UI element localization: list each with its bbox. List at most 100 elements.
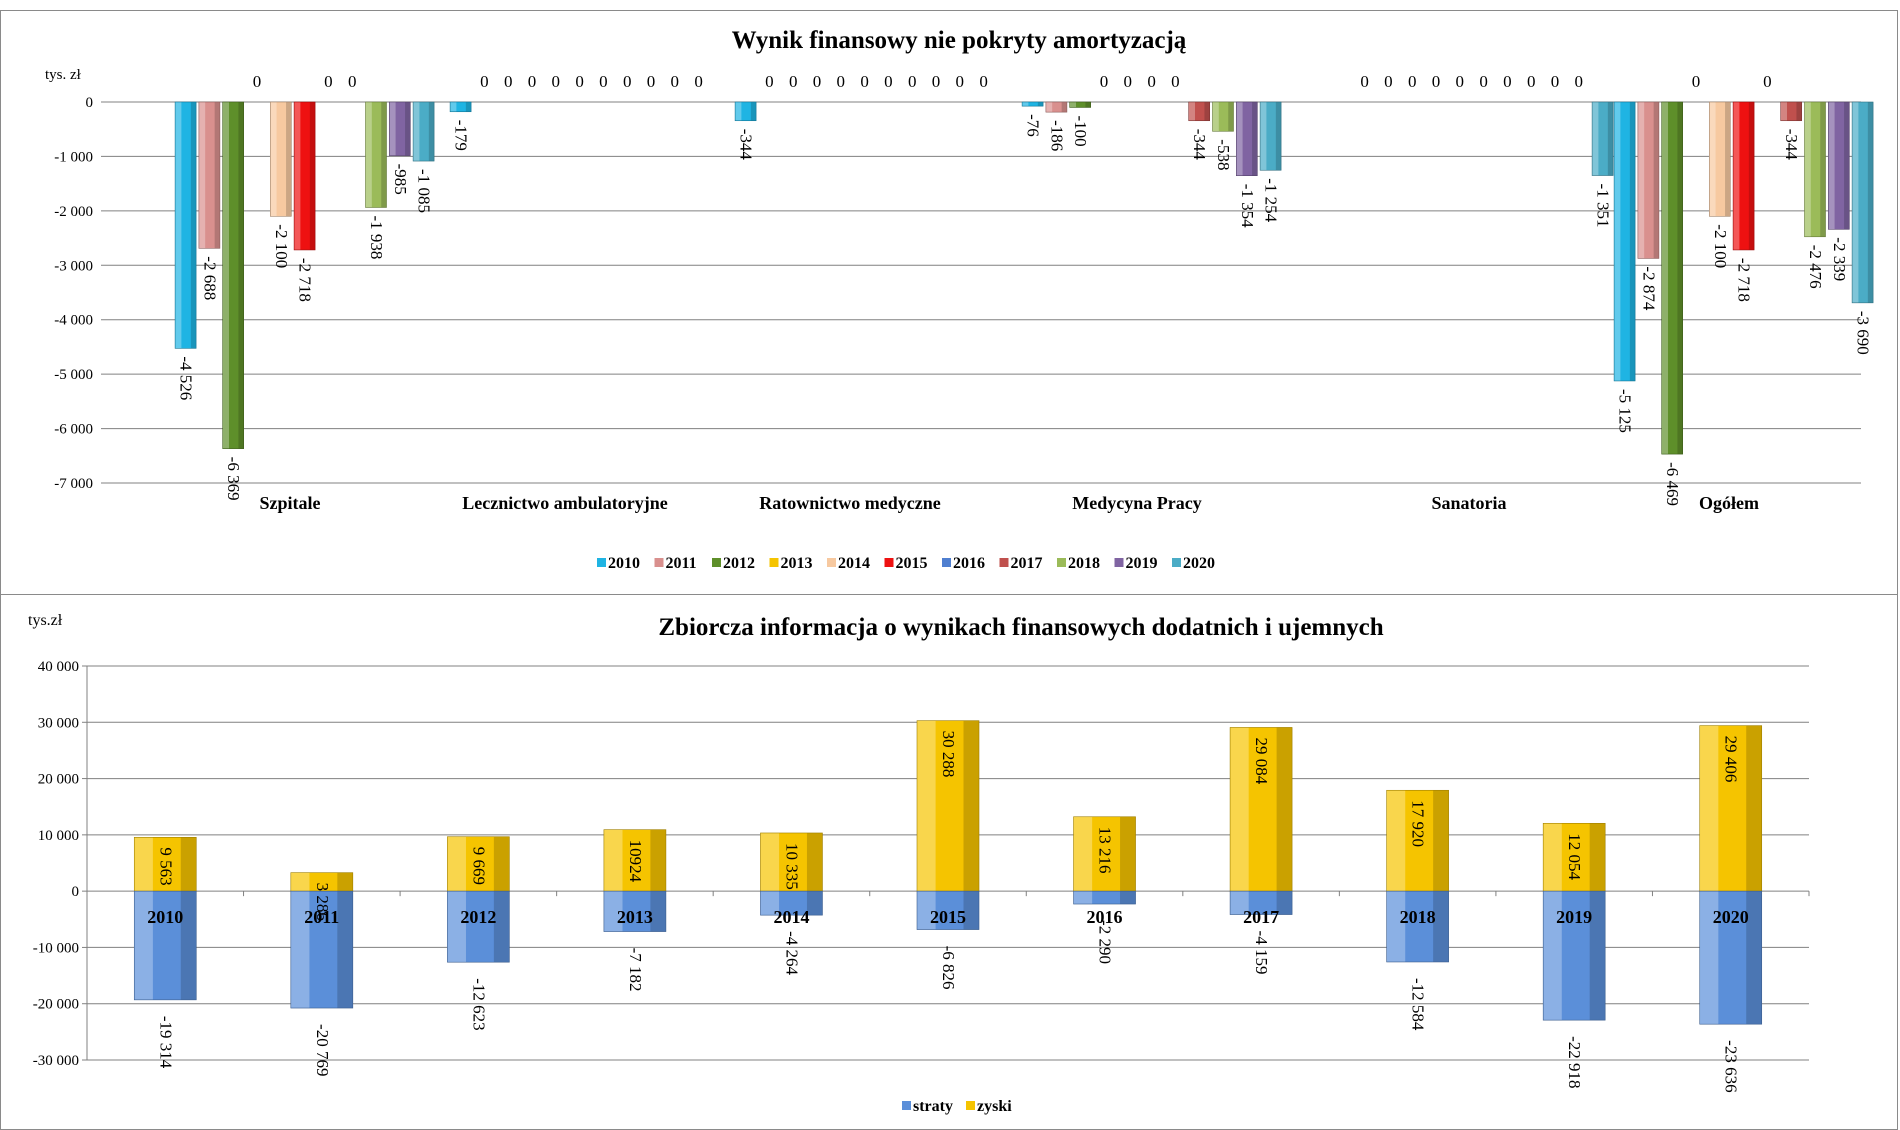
data-label: 0	[789, 72, 798, 91]
legend-label: 2011	[666, 555, 697, 572]
y-tick-label: -10 000	[33, 940, 79, 956]
bar-highlight	[290, 872, 310, 892]
bar-2010	[734, 101, 757, 122]
data-label-straty: -4 264	[782, 931, 801, 975]
y-axis-label: tys.zł	[28, 612, 63, 629]
bar-highlight	[1212, 102, 1219, 132]
bar-shadow	[286, 102, 292, 217]
y-tick-label: -4 000	[54, 313, 93, 329]
bar-outline	[1780, 101, 1802, 122]
bar-outline	[290, 890, 354, 1009]
bar-outline	[603, 890, 667, 932]
bar-outline	[222, 101, 244, 449]
bar-straty	[1699, 890, 1763, 1025]
bar-outline	[293, 101, 316, 251]
data-label: 0	[1456, 72, 1465, 91]
data-label-zyski: 10924	[626, 840, 645, 883]
legend-label: 2013	[781, 555, 813, 572]
data-label: 0	[837, 72, 846, 91]
bar-highlight	[365, 102, 372, 208]
bar-shadow	[1653, 102, 1659, 259]
bar-2014	[269, 101, 292, 217]
bar-outline	[1591, 101, 1614, 176]
bar-2012	[222, 101, 244, 449]
legend-swatch	[712, 558, 721, 567]
bar-highlight	[1543, 823, 1562, 892]
legend-swatch	[597, 558, 606, 567]
legend-swatch	[902, 1101, 911, 1110]
data-label: 0	[1527, 72, 1536, 91]
bar-2014	[1709, 101, 1731, 217]
bar-highlight	[1828, 102, 1835, 230]
data-label: 0	[694, 72, 703, 91]
y-tick-label: -6 000	[54, 422, 93, 438]
bars	[133, 720, 1763, 1025]
bar-shadow	[381, 102, 387, 208]
y-tick-label: 30 000	[38, 715, 79, 731]
category-label: 2013	[617, 907, 653, 927]
bar-highlight	[1386, 790, 1406, 892]
data-label: -344	[737, 129, 756, 161]
bar-outline	[1613, 101, 1636, 382]
bar-zyski	[1699, 725, 1763, 892]
data-label: -3 690	[1854, 311, 1873, 355]
bar-shadow	[1433, 891, 1449, 962]
data-label: -1 085	[415, 169, 434, 213]
legend-label: 2019	[1126, 555, 1158, 572]
bar-2012	[1069, 101, 1091, 108]
bar-outline	[133, 890, 197, 1001]
y-tick-label: -20 000	[33, 997, 79, 1013]
bar-shadow	[750, 102, 757, 121]
bar-highlight	[760, 832, 780, 892]
bar-outline	[1637, 101, 1660, 259]
bar-shadow	[1677, 102, 1683, 455]
legend-swatch	[999, 558, 1009, 567]
bar-highlight	[1699, 725, 1719, 892]
bar-highlight	[1709, 102, 1716, 217]
category-label: 2011	[304, 907, 339, 927]
bar-shadow	[1037, 102, 1044, 107]
category-labels: Szpitale Lecznictwo ambulatoryjne Ratownic…	[260, 493, 1760, 513]
data-label: -1 354	[1238, 184, 1257, 228]
bar-highlight	[389, 102, 396, 156]
bar-2012	[1661, 101, 1683, 455]
legend-label: 2010	[608, 555, 640, 572]
data-label: 0	[1692, 72, 1701, 91]
y-tick-label: 0	[86, 95, 94, 111]
data-label: -100	[1071, 115, 1090, 146]
bar-shadow	[493, 836, 510, 892]
bar-outline	[1073, 890, 1136, 905]
data-label: 0	[1100, 72, 1109, 91]
y-tick-label: 0	[72, 884, 80, 900]
bar-highlight	[290, 891, 310, 1009]
bar-straty	[447, 890, 510, 963]
bar-body	[1045, 102, 1067, 113]
legend-swatch	[1114, 558, 1124, 567]
category-label: Sanatoria	[1431, 493, 1506, 513]
bar-shadow	[1589, 823, 1606, 892]
bar-highlight	[1543, 891, 1562, 1021]
legend-label: straty	[913, 1098, 953, 1115]
bar-outline	[1732, 101, 1755, 251]
legend-label: 2016	[953, 555, 985, 572]
y-tick-label: -3 000	[54, 258, 93, 274]
bar-outline	[1259, 101, 1282, 171]
bar-shadow	[1276, 891, 1293, 915]
bar-zyski	[916, 720, 980, 892]
bar-2015	[1732, 101, 1755, 251]
data-label-zyski: 3 286	[313, 883, 332, 921]
bar-highlight	[198, 102, 206, 249]
data-label: -344	[1190, 129, 1209, 161]
bar-2010	[1613, 101, 1636, 382]
legend-swatch	[942, 558, 951, 567]
data-label: 0	[813, 72, 822, 91]
data-label-straty: -2 290	[1096, 920, 1115, 964]
category-label: 2020	[1713, 907, 1749, 927]
gridlines: 0 -1 000 -2 000 -3 000 -4 000 -5 000 -6 000 -7 …	[54, 95, 1861, 492]
bar-shadow	[1589, 891, 1606, 1021]
bar-shadow	[180, 891, 197, 1000]
bar-shadow	[1204, 102, 1210, 121]
bar-outline	[198, 101, 221, 249]
bar-2018	[1804, 101, 1826, 238]
bar-shadow	[337, 891, 353, 1009]
